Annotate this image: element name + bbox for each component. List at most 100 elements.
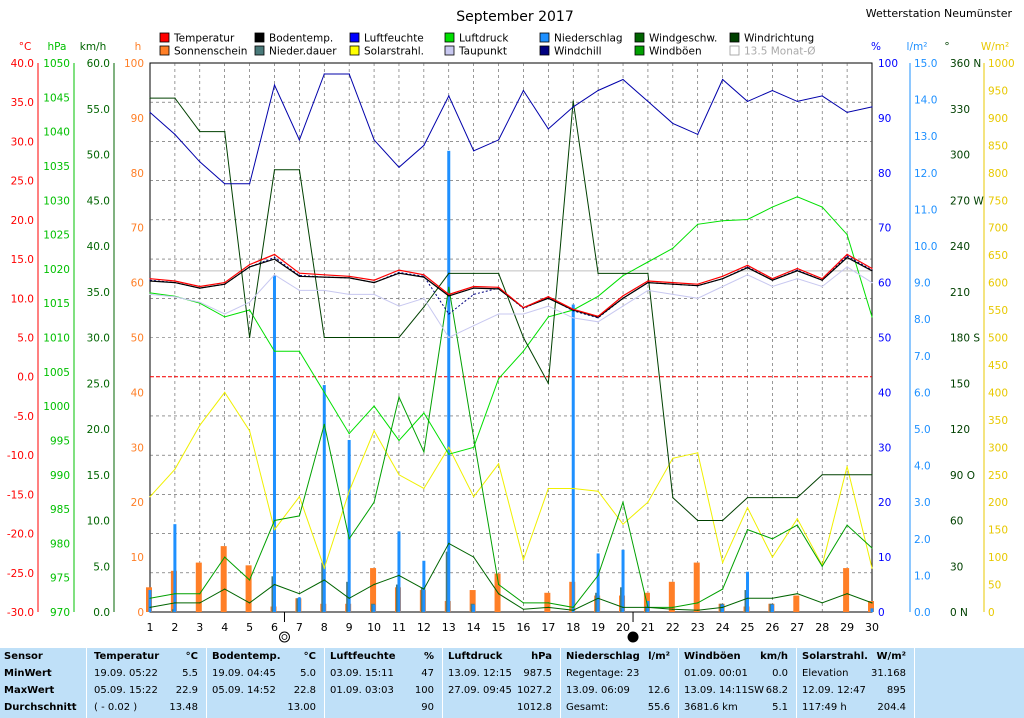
- stats-bodentemp: Bodentemp. °C 19.09. 04:45 5.0 05.09. 14:5…: [208, 648, 322, 718]
- legend-swatch: [539, 45, 550, 56]
- stats-temp-max-time: 05.09. 15:22: [94, 685, 158, 696]
- solar-axis-tick: 850: [988, 140, 1008, 152]
- point-taupunkt: [273, 274, 276, 276]
- wind-axis-tick: 55.0: [87, 104, 110, 116]
- point-temperatur: [348, 275, 350, 277]
- point-solarstrahl: [871, 567, 873, 569]
- point-luftdruck: [149, 292, 151, 294]
- point-bodentemp: [498, 288, 500, 290]
- point-windrichtung: [423, 306, 425, 308]
- point-solarstrahl: [224, 391, 226, 393]
- solar-axis-tick: 350: [988, 415, 1008, 427]
- legend-label: Windchill: [554, 46, 602, 58]
- point-bodentemp: [149, 280, 151, 282]
- pressure-axis-tick: 1020: [43, 264, 70, 276]
- x-tick-label: 28: [815, 621, 829, 634]
- axes: 40.0 35.0 30.0 25.0 20.0 15.0 10.0 5.0 0.0 -5.0 -1…: [7, 41, 1015, 619]
- stats-rain-days: Regentage: 23: [566, 668, 640, 679]
- point-luftfeuchte: [722, 78, 724, 81]
- point-windgeschw: [597, 597, 599, 599]
- point-solarstrahl: [597, 490, 599, 492]
- stats-gust-min-time: 01.09. 00:01: [684, 668, 748, 679]
- bar-niederschlag: [447, 150, 451, 612]
- stats-rain-max: 12.6: [647, 685, 670, 696]
- point-windrichtung: [846, 474, 848, 476]
- bar-sonnenschein: [668, 581, 675, 612]
- solar-axis-tick: 400: [988, 387, 1008, 399]
- solar-axis-tick: 0: [988, 607, 995, 619]
- pressure-axis-tick: 970: [50, 607, 70, 619]
- bar-niederschlag: [596, 553, 600, 612]
- legend-swatch: [254, 45, 265, 56]
- point-bodentemp: [373, 282, 375, 284]
- point-temperatur: [746, 264, 749, 266]
- wind-axis-tick: 30.0: [87, 333, 110, 345]
- rain-axis-tick: 13.0: [914, 131, 937, 143]
- point-windchill: [448, 313, 450, 315]
- stats-boden-min: 5.0: [300, 668, 316, 679]
- point-windgeschw: [871, 602, 873, 604]
- point-temperatur: [224, 282, 226, 284]
- temp-axis-tick: 0.0: [17, 372, 34, 384]
- wind-axis-tick: 60.0: [87, 58, 110, 70]
- point-windgeschw: [622, 606, 624, 609]
- point-bodentemp: [796, 270, 798, 272]
- point-windrichtung: [149, 97, 151, 99]
- pressure-axis-tick: 995: [50, 435, 70, 447]
- stats-press-max-time: 27.09. 09:45: [448, 685, 512, 696]
- point-luftdruck: [348, 433, 350, 435]
- hours-axis-tick: 100: [124, 58, 144, 70]
- point-luftdruck: [298, 350, 300, 352]
- bar-niederschlag: [422, 560, 426, 612]
- point-taupunkt: [149, 293, 151, 295]
- point-temperatur: [398, 269, 400, 271]
- point-temperatur: [647, 280, 649, 282]
- point-luftfeuchte: [348, 73, 350, 75]
- line-bodentemp: [149, 256, 873, 318]
- pressure-axis-tick: 1005: [43, 367, 70, 379]
- point-solarstrahl: [423, 487, 425, 490]
- stats-solar-title: Solarstrahl.: [802, 651, 868, 662]
- x-tick-label: 8: [321, 621, 328, 634]
- statistics-panel: Sensor MinWert MaxWert Durchschnitt Temp…: [0, 648, 1024, 718]
- stats-rain-total-label: Gesamt:: [566, 702, 609, 713]
- point-luftfeuchte: [323, 73, 325, 75]
- point-windben: [174, 593, 176, 595]
- stats-solar: Solarstrahl. W/m² Elevation 31.168 12.09. …: [798, 648, 912, 718]
- point-luftfeuchte: [398, 166, 400, 168]
- point-windgeschw: [323, 579, 325, 581]
- point-bodentemp: [622, 297, 624, 299]
- bar-niederschlag: [571, 304, 575, 612]
- x-tick-label: 5: [246, 621, 253, 634]
- point-luftdruck: [597, 295, 599, 297]
- hours-axis-tick: 60: [131, 278, 144, 290]
- temp-axis-tick: -10.0: [7, 450, 34, 462]
- stats-rain-total: 55.6: [647, 702, 670, 713]
- point-luftfeuchte: [871, 106, 873, 108]
- stats-solar-unit: W/m²: [876, 651, 906, 662]
- point-solarstrahl: [273, 529, 276, 531]
- point-windben: [498, 583, 500, 586]
- point-windben: [348, 538, 350, 540]
- point-luftfeuchte: [423, 144, 425, 146]
- point-solarstrahl: [746, 507, 749, 509]
- point-luftdruck: [871, 316, 873, 318]
- point-temperatur: [249, 264, 251, 266]
- line-taupunkt: [149, 266, 873, 339]
- point-solarstrahl: [323, 567, 325, 569]
- point-windgeschw: [298, 593, 300, 595]
- bar-niederschlag: [621, 549, 625, 612]
- humidity-axis-tick: 30: [878, 442, 891, 454]
- full-moon-icon-inner: [281, 634, 288, 640]
- point-bodentemp: [249, 266, 251, 268]
- solar-axis-tick: 550: [988, 305, 1008, 317]
- wind-axis-tick: 10.0: [87, 516, 110, 528]
- pressure-axis-tick: 1030: [43, 195, 70, 207]
- stats-gust-avg: 5.1: [772, 702, 788, 713]
- point-windrichtung: [224, 131, 226, 133]
- point-windrichtung: [249, 336, 251, 339]
- point-windgeschw: [672, 608, 674, 610]
- point-luftdruck: [647, 261, 649, 263]
- point-windrichtung: [572, 100, 574, 102]
